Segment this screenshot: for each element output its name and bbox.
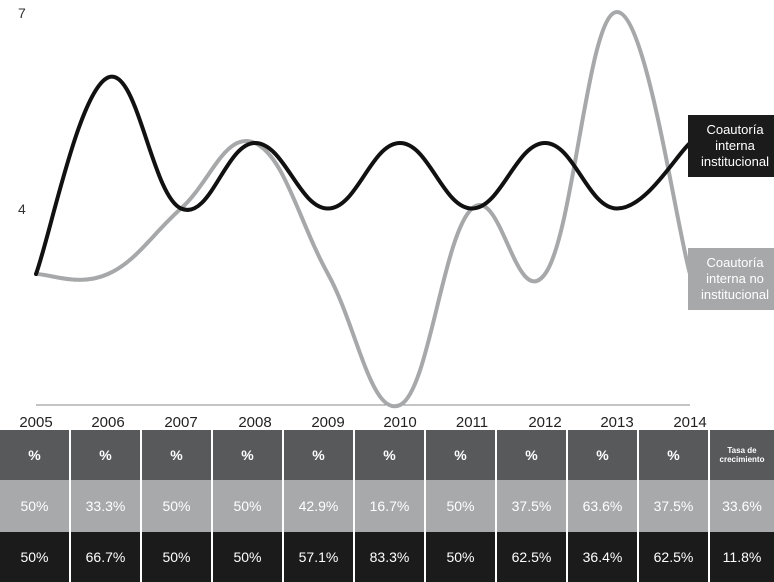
x-tick-2008: 2008 xyxy=(238,414,271,430)
table-cell: 33.3% xyxy=(71,480,142,532)
legend-no-institucional-line1: Coautoría xyxy=(706,255,764,270)
legend-no-institucional-line3: institucional xyxy=(701,287,769,302)
y-tick-4: 4 xyxy=(18,201,26,217)
table-cell: % xyxy=(0,430,71,480)
table-cell: % xyxy=(71,430,142,480)
table-cell: 83.3% xyxy=(355,532,426,582)
table-cell: % xyxy=(284,430,355,480)
table-cell: 62.5% xyxy=(639,532,710,582)
table-cell: 50% xyxy=(0,532,71,582)
table-cell: % xyxy=(568,430,639,480)
legend-no-institucional: Coautoría interna no institucional xyxy=(688,248,774,310)
x-tick-2013: 2013 xyxy=(600,414,633,430)
table-cell: % xyxy=(355,430,426,480)
x-tick-2010: 2010 xyxy=(383,414,416,430)
series-line-no-institucional xyxy=(34,9,692,409)
table-cell: % xyxy=(426,430,497,480)
table-cell: 62.5% xyxy=(497,532,568,582)
legend-institucional-line2: interna xyxy=(715,138,755,153)
x-tick-2012: 2012 xyxy=(528,414,561,430)
x-tick-2009: 2009 xyxy=(311,414,344,430)
table-row: 50% 66.7% 50% 50% 57.1% 83.3% 50% 62.5% 36.4% 62.… xyxy=(0,532,774,582)
table-cell: 33.6% xyxy=(710,480,774,532)
legend-institucional-line3: institucional xyxy=(701,154,769,169)
y-tick-7: 7 xyxy=(18,5,26,21)
table-cell: % xyxy=(142,430,213,480)
data-table: %%%%%%%%%% Tasa de crecimiento 50% 33.3% 50… xyxy=(0,430,774,582)
x-tick-2007: 2007 xyxy=(164,414,197,430)
table-header-row: %%%%%%%%%% Tasa de crecimiento xyxy=(0,430,774,480)
table-cell: 66.7% xyxy=(71,532,142,582)
x-tick-2006: 2006 xyxy=(91,414,124,430)
table-cell: 50% xyxy=(426,532,497,582)
table-cell: % xyxy=(213,430,284,480)
x-tick-2014: 2014 xyxy=(673,414,706,430)
legend-institucional: Coautoría interna institucional xyxy=(688,115,774,177)
x-tick-2011: 2011 xyxy=(456,414,488,430)
table-cell: 16.7% xyxy=(355,480,426,532)
line-chart: 7 4 2005 2006 2007 2008 2009 2010 2011 2012 2013… xyxy=(18,5,707,430)
table-cell: 37.5% xyxy=(639,480,710,532)
table-cell: 50% xyxy=(213,480,284,532)
x-tick-labels: 2005 2006 2007 2008 2009 2010 2011 2012 2013 2014 xyxy=(19,414,706,430)
table-cell: 63.6% xyxy=(568,480,639,532)
table-cell: 50% xyxy=(213,532,284,582)
table-cell: % xyxy=(639,430,710,480)
table-cell: 37.5% xyxy=(497,480,568,532)
series-line-institucional xyxy=(34,74,692,276)
table-row: 50% 33.3% 50% 50% 42.9% 16.7% 50% 37.5% 63.6% 37.… xyxy=(0,480,774,532)
x-tick-2005: 2005 xyxy=(19,414,52,430)
legend-institucional-line1: Coautoría xyxy=(706,122,764,137)
table-cell: Tasa de crecimiento xyxy=(710,430,774,480)
table-cell: 36.4% xyxy=(568,532,639,582)
table-cell: 50% xyxy=(142,532,213,582)
table-cell: 11.8% xyxy=(710,532,774,582)
table-cell: 57.1% xyxy=(284,532,355,582)
table-cell: 42.9% xyxy=(284,480,355,532)
table-cell: 50% xyxy=(426,480,497,532)
table-cell: 50% xyxy=(142,480,213,532)
legend-no-institucional-line2: interna no xyxy=(706,271,764,286)
table-cell: 50% xyxy=(0,480,71,532)
table-cell: % xyxy=(497,430,568,480)
